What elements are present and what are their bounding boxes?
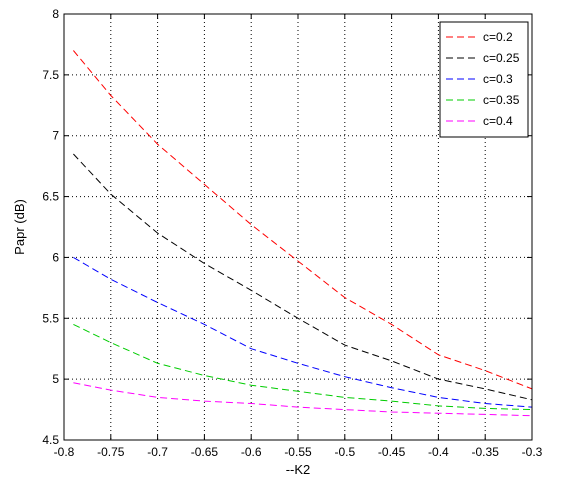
x-tick-label: -0.55 [284, 445, 312, 459]
y-tick-label: 5.5 [42, 311, 59, 325]
x-tick-label: -0.45 [378, 445, 406, 459]
y-tick-label: 6.5 [42, 190, 59, 204]
legend-label-4: c=0.35 [483, 93, 520, 107]
legend-box [439, 21, 529, 138]
ticks: -0.8 -0.75 -0.7 -0.65 -0.6 -0.55 -0.5 -0.45 -0.4… [42, 7, 542, 459]
y-tick-label: 7 [52, 129, 59, 143]
x-tick-label: -0.65 [191, 445, 219, 459]
y-tick-label: 8 [52, 7, 59, 21]
x-tick-label: -0.7 [147, 445, 168, 459]
series-layer [73, 50, 533, 417]
series-line-5 [73, 382, 533, 417]
x-tick-label: -0.5 [334, 445, 355, 459]
legend-label-2: c=0.25 [483, 51, 520, 65]
series-line-2 [73, 153, 533, 401]
x-tick-label: -0.35 [472, 445, 500, 459]
y-tick-label: 7.5 [42, 68, 59, 82]
y-tick-label: 6 [52, 250, 59, 264]
series-line-1 [73, 50, 533, 390]
legend-label-1: c=0.2 [483, 30, 513, 44]
x-tick-label: -0.8 [54, 445, 75, 459]
grid [64, 14, 532, 440]
x-tick-label: -0.75 [97, 445, 125, 459]
x-tick-label: -0.6 [241, 445, 262, 459]
x-tick-label: -0.3 [522, 445, 543, 459]
legend: c=0.2 c=0.25 c=0.3 c=0.35 c=0.4 [439, 21, 529, 138]
legend-label-5: c=0.4 [483, 114, 513, 128]
x-axis-label: --K2 [286, 462, 311, 477]
y-axis-label: Papr (dB) [12, 199, 27, 255]
legend-label-3: c=0.3 [483, 72, 513, 86]
series-line-4 [73, 323, 533, 411]
series-line-3 [73, 256, 533, 408]
x-tick-label: -0.4 [428, 445, 449, 459]
y-tick-label: 5 [52, 372, 59, 386]
y-tick-label: 4.5 [42, 433, 59, 447]
